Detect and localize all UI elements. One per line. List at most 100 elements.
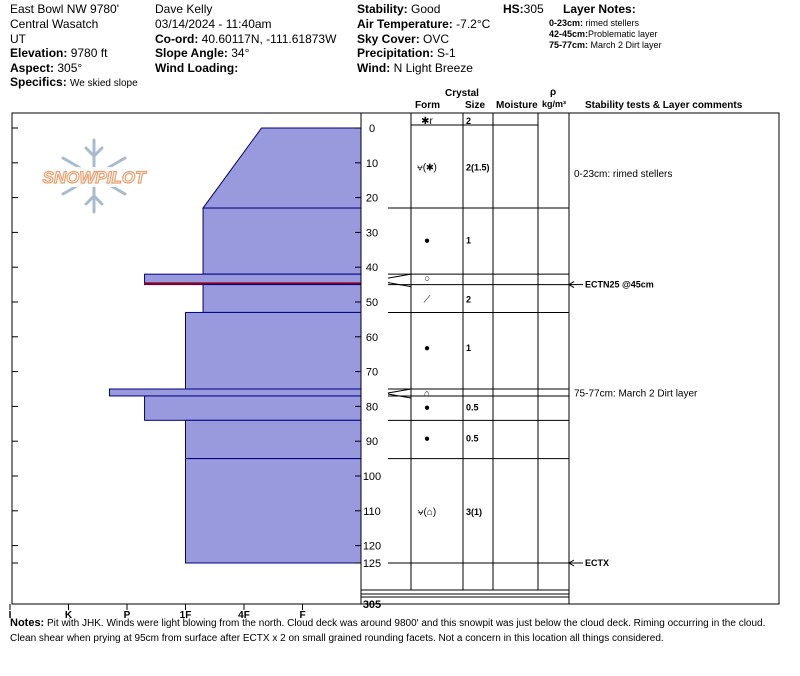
depth-tick-label: 90: [366, 436, 378, 448]
elevation-value: 9780 ft: [70, 46, 108, 60]
depth-tick-label: 120: [363, 541, 381, 553]
hardness-tick-label: 1F: [180, 610, 192, 621]
layer-note: 0-23cm: rimed stellers: [549, 18, 640, 28]
hardness-layers: [108, 127, 362, 564]
coord-label: Co-ord:: [155, 32, 199, 46]
header-datetime: 03/14/2024 - 11:40am: [155, 17, 272, 31]
comment-text: ECTX: [585, 558, 609, 568]
crystal-form: ●: [424, 343, 430, 354]
hs-label: HS:: [503, 2, 524, 16]
depth-tick-label: 60: [366, 332, 378, 344]
depth-tick-label: 125: [363, 558, 381, 570]
crystal-size: 3(1): [466, 507, 482, 517]
col-form: Form: [415, 100, 440, 111]
hardness-tick-label: I: [9, 610, 12, 621]
layer-note: 42-45cm:Problematic layer: [549, 29, 658, 39]
crystal-size: 2(1.5): [466, 162, 490, 172]
header-aspect: Aspect: 305°: [10, 61, 82, 76]
header-coord: Co-ord: 40.60117N, -111.61873W: [155, 32, 336, 47]
chart-frame: [11, 112, 780, 605]
hardness-tick-label: F: [299, 610, 305, 621]
specifics-value: We skied slope: [70, 78, 138, 89]
header-slope: Slope Angle: 34°: [155, 46, 249, 61]
crystal-size: 0.5: [466, 434, 479, 444]
hardness-layer: [144, 395, 362, 421]
aspect-value: 305°: [57, 61, 83, 75]
col-moisture: Moisture: [496, 100, 538, 111]
depth-tick-label: 20: [366, 193, 378, 205]
header-specifics: Specifics: We skied slope: [10, 75, 138, 91]
crystal-rows: ✱r 2 ⩝(✱) 2(1.5) ● 1 ○ ⟋ 2 ● 1 ⌂ ● 0.5 ● 0.5 ⩝(⌂) 3(1): [387, 116, 569, 564]
header-elevation: Elevation: 9780 ft: [10, 46, 107, 61]
depth-tick-label: 110: [363, 506, 381, 518]
slope-label: Slope Angle:: [155, 46, 228, 60]
hardness-tick-label: P: [124, 610, 131, 621]
wind-label: Wind:: [357, 61, 391, 75]
crystal-size: 1: [466, 235, 471, 245]
hs-value: 305: [523, 2, 544, 16]
depth-tick-label: 10: [366, 158, 378, 170]
logo-text: SNOWPILOT: [43, 168, 148, 187]
boundary-connector: [387, 388, 412, 394]
hardness-layer: [185, 458, 362, 564]
crystal-form: ●: [424, 402, 430, 413]
stability-value: Good: [411, 2, 441, 16]
crystal-form: ⌂: [424, 388, 430, 399]
hardness-tick-label: 4F: [238, 610, 250, 621]
precip-value: S-1: [437, 46, 456, 60]
header-location: East Bowl NW 9780': [10, 2, 120, 16]
header-state: UT: [10, 32, 26, 46]
comment-arrowhead: [568, 281, 575, 289]
header-stability: Stability: Good: [357, 2, 440, 17]
crystal-size: 1: [466, 343, 471, 353]
depth-tick-label: 100: [363, 471, 381, 483]
comment-text: 0-23cm: rimed stellers: [574, 169, 672, 180]
header-hs: HS:305: [503, 2, 544, 17]
hardness-layer: [202, 127, 362, 209]
aspect-label: Aspect:: [10, 61, 55, 75]
depth-tick-label: 50: [366, 297, 378, 309]
header-sky: Sky Cover: OVC: [357, 32, 449, 47]
col-rho: ρ: [550, 87, 557, 98]
slope-value: 34°: [231, 46, 250, 60]
comment-arrowhead: [568, 559, 575, 567]
stability-label: Stability:: [357, 2, 408, 16]
crystal-form: ✱r: [421, 116, 433, 127]
hardness-layer: [108, 388, 362, 397]
sky-value: OVC: [423, 32, 450, 46]
header-wind: Wind: N Light Breeze: [357, 61, 473, 76]
col-crystal: Crystal: [445, 88, 479, 99]
crystal-form: ⟋: [424, 295, 431, 306]
notes-text: Pit with JHK. Winds were light blowing f…: [10, 618, 766, 644]
precip-label: Precipitation:: [357, 46, 434, 60]
col-density-unit: kg/m³: [542, 99, 567, 109]
hardness-layer: [202, 207, 362, 275]
wind-value: N Light Breeze: [393, 61, 473, 75]
depth-bottom-label: 305: [363, 599, 381, 611]
depth-tick-label: 40: [366, 262, 378, 274]
snowpilot-logo: SNOWPILOT: [34, 138, 155, 214]
col-size: Size: [465, 100, 486, 111]
boundary-connector: [387, 273, 412, 279]
hardness-tick-label: K: [65, 610, 73, 621]
notes: Notes: Pit with JHK. Winds were light bl…: [10, 616, 785, 646]
comment-text: 75-77cm: March 2 Dirt layer: [574, 388, 698, 399]
header-observer: Dave Kelly: [155, 2, 213, 16]
col-comments: Stability tests & Layer comments: [585, 100, 743, 111]
crystal-size: 0.5: [466, 402, 479, 412]
header-range: Central Wasatch: [10, 17, 99, 31]
coord-value: 40.60117N, -111.61873W: [201, 32, 337, 46]
depth-tick-label: 30: [366, 227, 378, 239]
comments-column-border: [568, 112, 780, 605]
sky-label: Sky Cover:: [357, 32, 420, 46]
header-air-temp: Air Temperature: -7.2°C: [357, 17, 490, 32]
depth-tick-label: 0: [369, 123, 375, 135]
axes: 0 10 20 30 40 50 60 70 80 90 100 110 120 125 305 I K P 1F 4…: [9, 123, 382, 621]
hardness-layer: [202, 284, 362, 313]
layer-note: 75-77cm: March 2 Dirt layer: [549, 40, 662, 50]
header-wind-loading: Wind Loading:: [155, 61, 238, 76]
notes-label: Notes:: [10, 617, 45, 629]
layer-notes-title: Layer Notes:: [563, 2, 636, 16]
crystal-size: 2: [466, 295, 471, 305]
